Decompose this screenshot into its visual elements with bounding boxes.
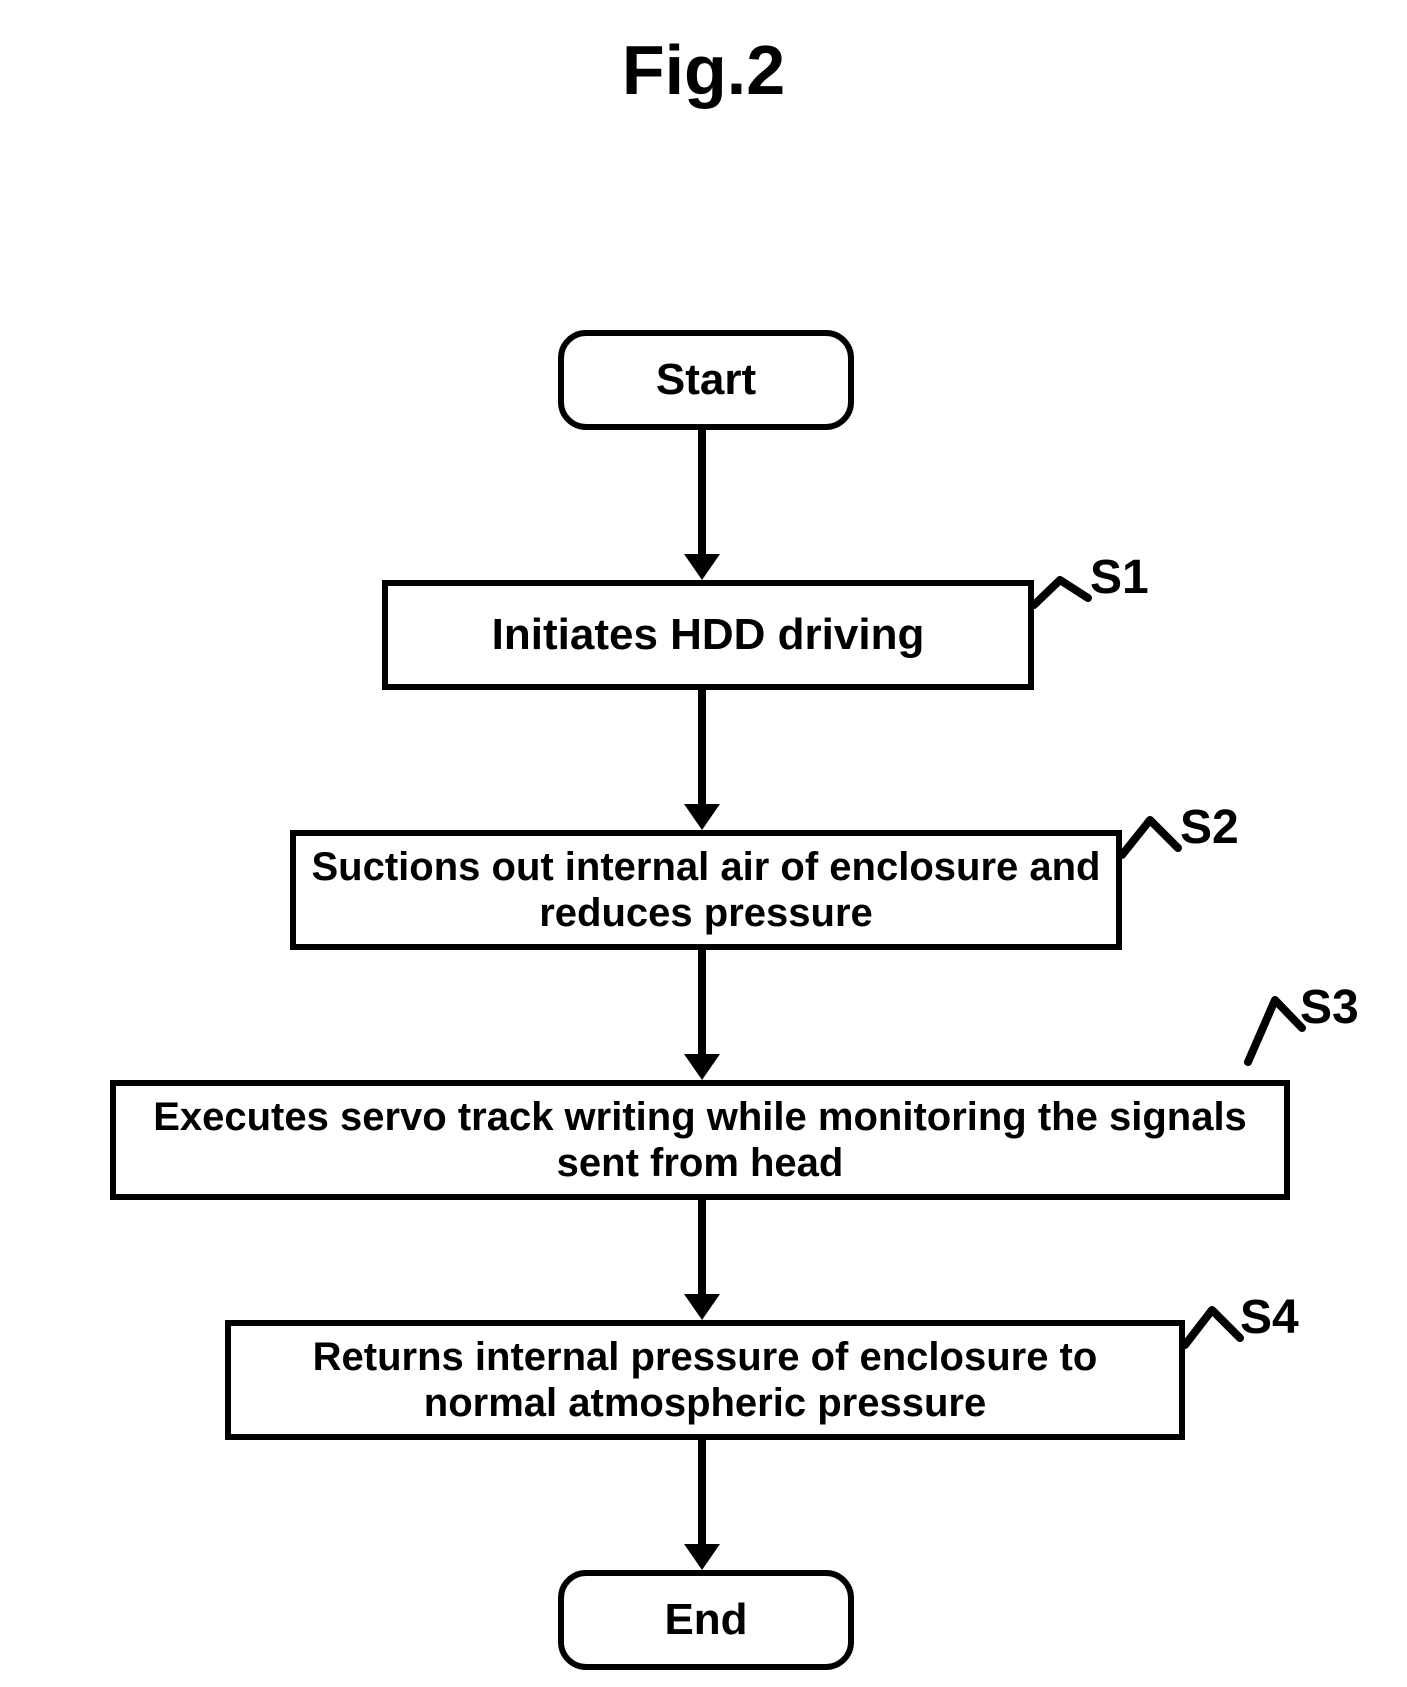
arrow-shaft <box>698 690 706 804</box>
node-s2-label: Suctions out internal air of enclosure a… <box>310 844 1102 936</box>
node-end: End <box>558 1570 854 1670</box>
arrow-head-icon <box>684 554 720 580</box>
node-start-label: Start <box>656 355 756 406</box>
callout-s4 <box>1181 1306 1244 1349</box>
node-s3-label: Executes servo track writing while monit… <box>130 1094 1270 1186</box>
callout-s2 <box>1118 816 1182 859</box>
arrow-shaft <box>698 430 706 554</box>
node-s1-label: Initiates HDD driving <box>492 610 925 661</box>
arrow-shaft <box>698 1440 706 1544</box>
arrow-head-icon <box>684 1544 720 1570</box>
node-s4-label: Returns internal pressure of enclosure t… <box>245 1334 1165 1426</box>
arrow-head-icon <box>684 1054 720 1080</box>
node-s3: Executes servo track writing while monit… <box>110 1080 1290 1200</box>
figure-title: Fig.2 <box>0 30 1407 110</box>
node-s4: Returns internal pressure of enclosure t… <box>225 1320 1185 1440</box>
callout-s1 <box>1030 576 1092 609</box>
arrow-head-icon <box>684 1294 720 1320</box>
arrow-head-icon <box>684 804 720 830</box>
step-label-s3: S3 <box>1300 980 1359 1035</box>
step-label-s4: S4 <box>1240 1290 1299 1345</box>
step-label-s2: S2 <box>1180 800 1239 855</box>
node-end-label: End <box>664 1595 747 1646</box>
arrow-shaft <box>698 950 706 1054</box>
callout-s3 <box>1244 996 1306 1066</box>
node-start: Start <box>558 330 854 430</box>
flowchart-canvas: Fig.2 Start Initiates HDD driving S1 Suc… <box>0 0 1407 1687</box>
node-s1: Initiates HDD driving <box>382 580 1034 690</box>
arrow-shaft <box>698 1200 706 1294</box>
node-s2: Suctions out internal air of enclosure a… <box>290 830 1122 950</box>
step-label-s1: S1 <box>1090 550 1149 605</box>
